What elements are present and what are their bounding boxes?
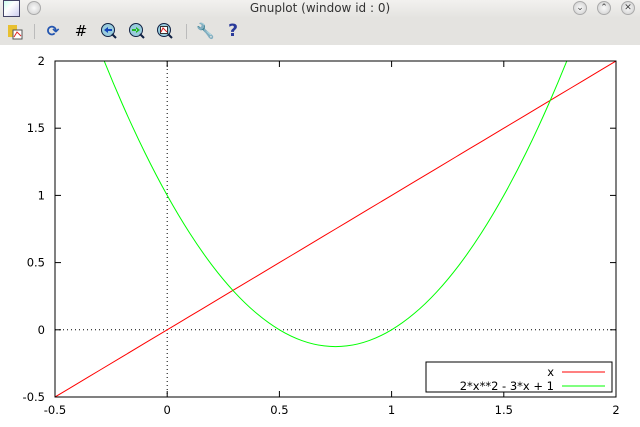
close-button[interactable]: ✕ [621, 1, 635, 15]
x-tick-label: 0.5 [270, 403, 288, 417]
minimize-button[interactable]: ⌄ [573, 1, 587, 15]
legend-label: 2*x**2 - 3*x + 1 [460, 379, 554, 393]
gnuplot-app-icon[interactable] [3, 0, 20, 17]
x-tick-label: -0.5 [44, 403, 66, 417]
grid-icon[interactable]: # [74, 22, 88, 40]
x-tick-label: 2 [612, 403, 619, 417]
y-tick-label: 0.5 [27, 256, 45, 270]
toolbar-separator [186, 24, 187, 39]
window-menu-button[interactable] [27, 1, 41, 15]
series-line-1 [103, 61, 568, 348]
y-tick-label: 0 [38, 323, 45, 337]
export-icon[interactable] [6, 22, 24, 40]
zoom-previous-icon[interactable] [100, 22, 118, 40]
y-tick-label: 1 [38, 188, 45, 202]
legend: x2*x**2 - 3*x + 1 [425, 361, 613, 393]
legend-box [425, 361, 613, 393]
settings-icon[interactable]: 🔧 [196, 22, 215, 40]
toolbar: ⟳ # 🔧 ? [0, 18, 640, 45]
x-tick-label: 0 [164, 403, 171, 417]
zoom-next-icon[interactable] [128, 22, 146, 40]
legend-label: x [547, 365, 554, 379]
plot-border [54, 60, 617, 398]
y-tick-label: 2 [38, 54, 45, 68]
maximize-button[interactable]: ⌃ [597, 1, 611, 15]
plot-canvas: -0.5 0 0.5 1 1.5 2 -0.5 0 0.5 1 1.5 2 x2*x**2 - 3*x… [23, 54, 620, 417]
toolbar-separator [34, 24, 35, 39]
y-tick-label: -0.5 [23, 390, 45, 404]
title-bar: Gnuplot (window id : 0) ⌄ ⌃ ✕ [0, 0, 640, 18]
window-title: Gnuplot (window id : 0) [249, 1, 391, 15]
replot-icon[interactable]: ⟳ [46, 22, 60, 40]
autoscale-icon[interactable] [156, 22, 174, 40]
x-tick-label: 1.5 [495, 403, 513, 417]
y-tick-label: 1.5 [27, 121, 45, 135]
help-icon[interactable]: ? [228, 21, 238, 41]
series-line-0 [55, 61, 616, 397]
x-tick-label: 1 [388, 403, 395, 417]
